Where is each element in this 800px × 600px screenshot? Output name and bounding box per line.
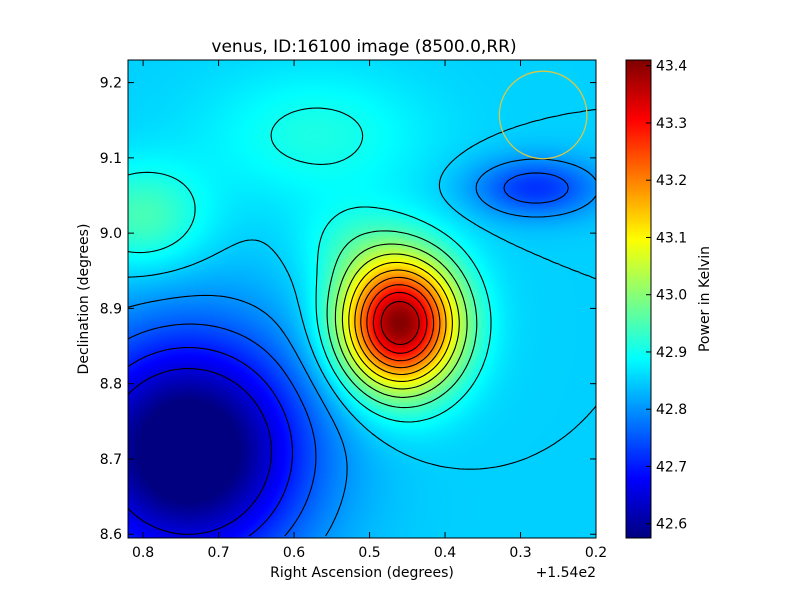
colorbar-tick-label: 43.1: [656, 230, 687, 246]
contour-line-13: [372, 291, 428, 354]
y-tick-label: 9.2: [100, 76, 122, 92]
beam-circle: [498, 70, 588, 160]
colorbar-tick-label: 42.6: [656, 517, 687, 533]
contour-line-11: [360, 276, 441, 369]
y-tick-label: 8.8: [100, 377, 122, 393]
contour-line-3: [127, 158, 597, 537]
y-tick-label: 9.0: [100, 226, 122, 242]
contour-line-1: [127, 346, 294, 537]
y-axis-ticks: 8.6 8.7 8.8 8.9 9.0 9.1 9.2: [100, 76, 596, 543]
plot-frame: [127, 59, 597, 539]
contour-line-8: [341, 253, 460, 390]
colorbar-tick-label: 43.2: [656, 173, 687, 189]
x-tick-label: 0.2: [585, 545, 607, 561]
colorbar-tick-label: 42.9: [656, 345, 687, 361]
colorbar-frame: [625, 59, 652, 539]
y-tick-label: 8.6: [100, 527, 122, 543]
y-axis-label: Declination (degrees): [76, 224, 92, 375]
x-axis-label: Right Ascension (degrees): [270, 565, 454, 581]
contour-line-6: [326, 230, 478, 409]
colorbar-gradient: [626, 60, 651, 538]
colorbar-tick-label: 42.8: [656, 402, 687, 418]
y-tick-label: 9.1: [100, 151, 122, 167]
contour-line-4: [127, 108, 597, 470]
contour-line-12: [366, 284, 435, 362]
colorbar: 42.6 42.7 42.8 42.9 43.0 43.1 43.2 43.3 43.4 Pow…: [625, 59, 713, 539]
x-axis-offset-label: +1.54e2: [536, 565, 596, 581]
colorbar-tick-label: 43.3: [656, 116, 687, 132]
contour-lines: [127, 107, 597, 537]
contour-line-9: [348, 261, 453, 382]
colorbar-tick-label: 42.7: [656, 459, 687, 475]
x-tick-label: 0.3: [509, 545, 531, 561]
y-tick-label: 8.7: [100, 452, 122, 468]
contour-line-0: [127, 368, 272, 535]
contour-line-14: [380, 300, 420, 346]
plot-area: [127, 59, 597, 539]
colorbar-tick-label: 43.4: [656, 59, 687, 75]
colorbar-label: Power in Kelvin: [697, 246, 713, 352]
contour-line-10: [354, 269, 447, 376]
y-tick-label: 8.9: [100, 301, 122, 317]
contour-line-7: [334, 243, 468, 398]
x-tick-label: 0.7: [207, 545, 229, 561]
colorbar-tick-label: 43.0: [656, 288, 687, 304]
colorbar-ticks: 42.6 42.7 42.8 42.9 43.0 43.1 43.2 43.3 43.4: [646, 59, 687, 533]
chart-title: venus, ID:16100 image (8500.0,RR): [211, 37, 516, 57]
contour-line-5: [127, 107, 492, 423]
x-tick-label: 0.5: [358, 545, 380, 561]
x-axis-ticks: 0.8 0.7 0.6 0.5 0.4 0.3 0.2: [132, 60, 607, 561]
x-tick-label: 0.8: [132, 545, 154, 561]
contour-line-2: [127, 172, 569, 537]
x-tick-label: 0.4: [434, 545, 456, 561]
x-tick-label: 0.6: [283, 545, 305, 561]
